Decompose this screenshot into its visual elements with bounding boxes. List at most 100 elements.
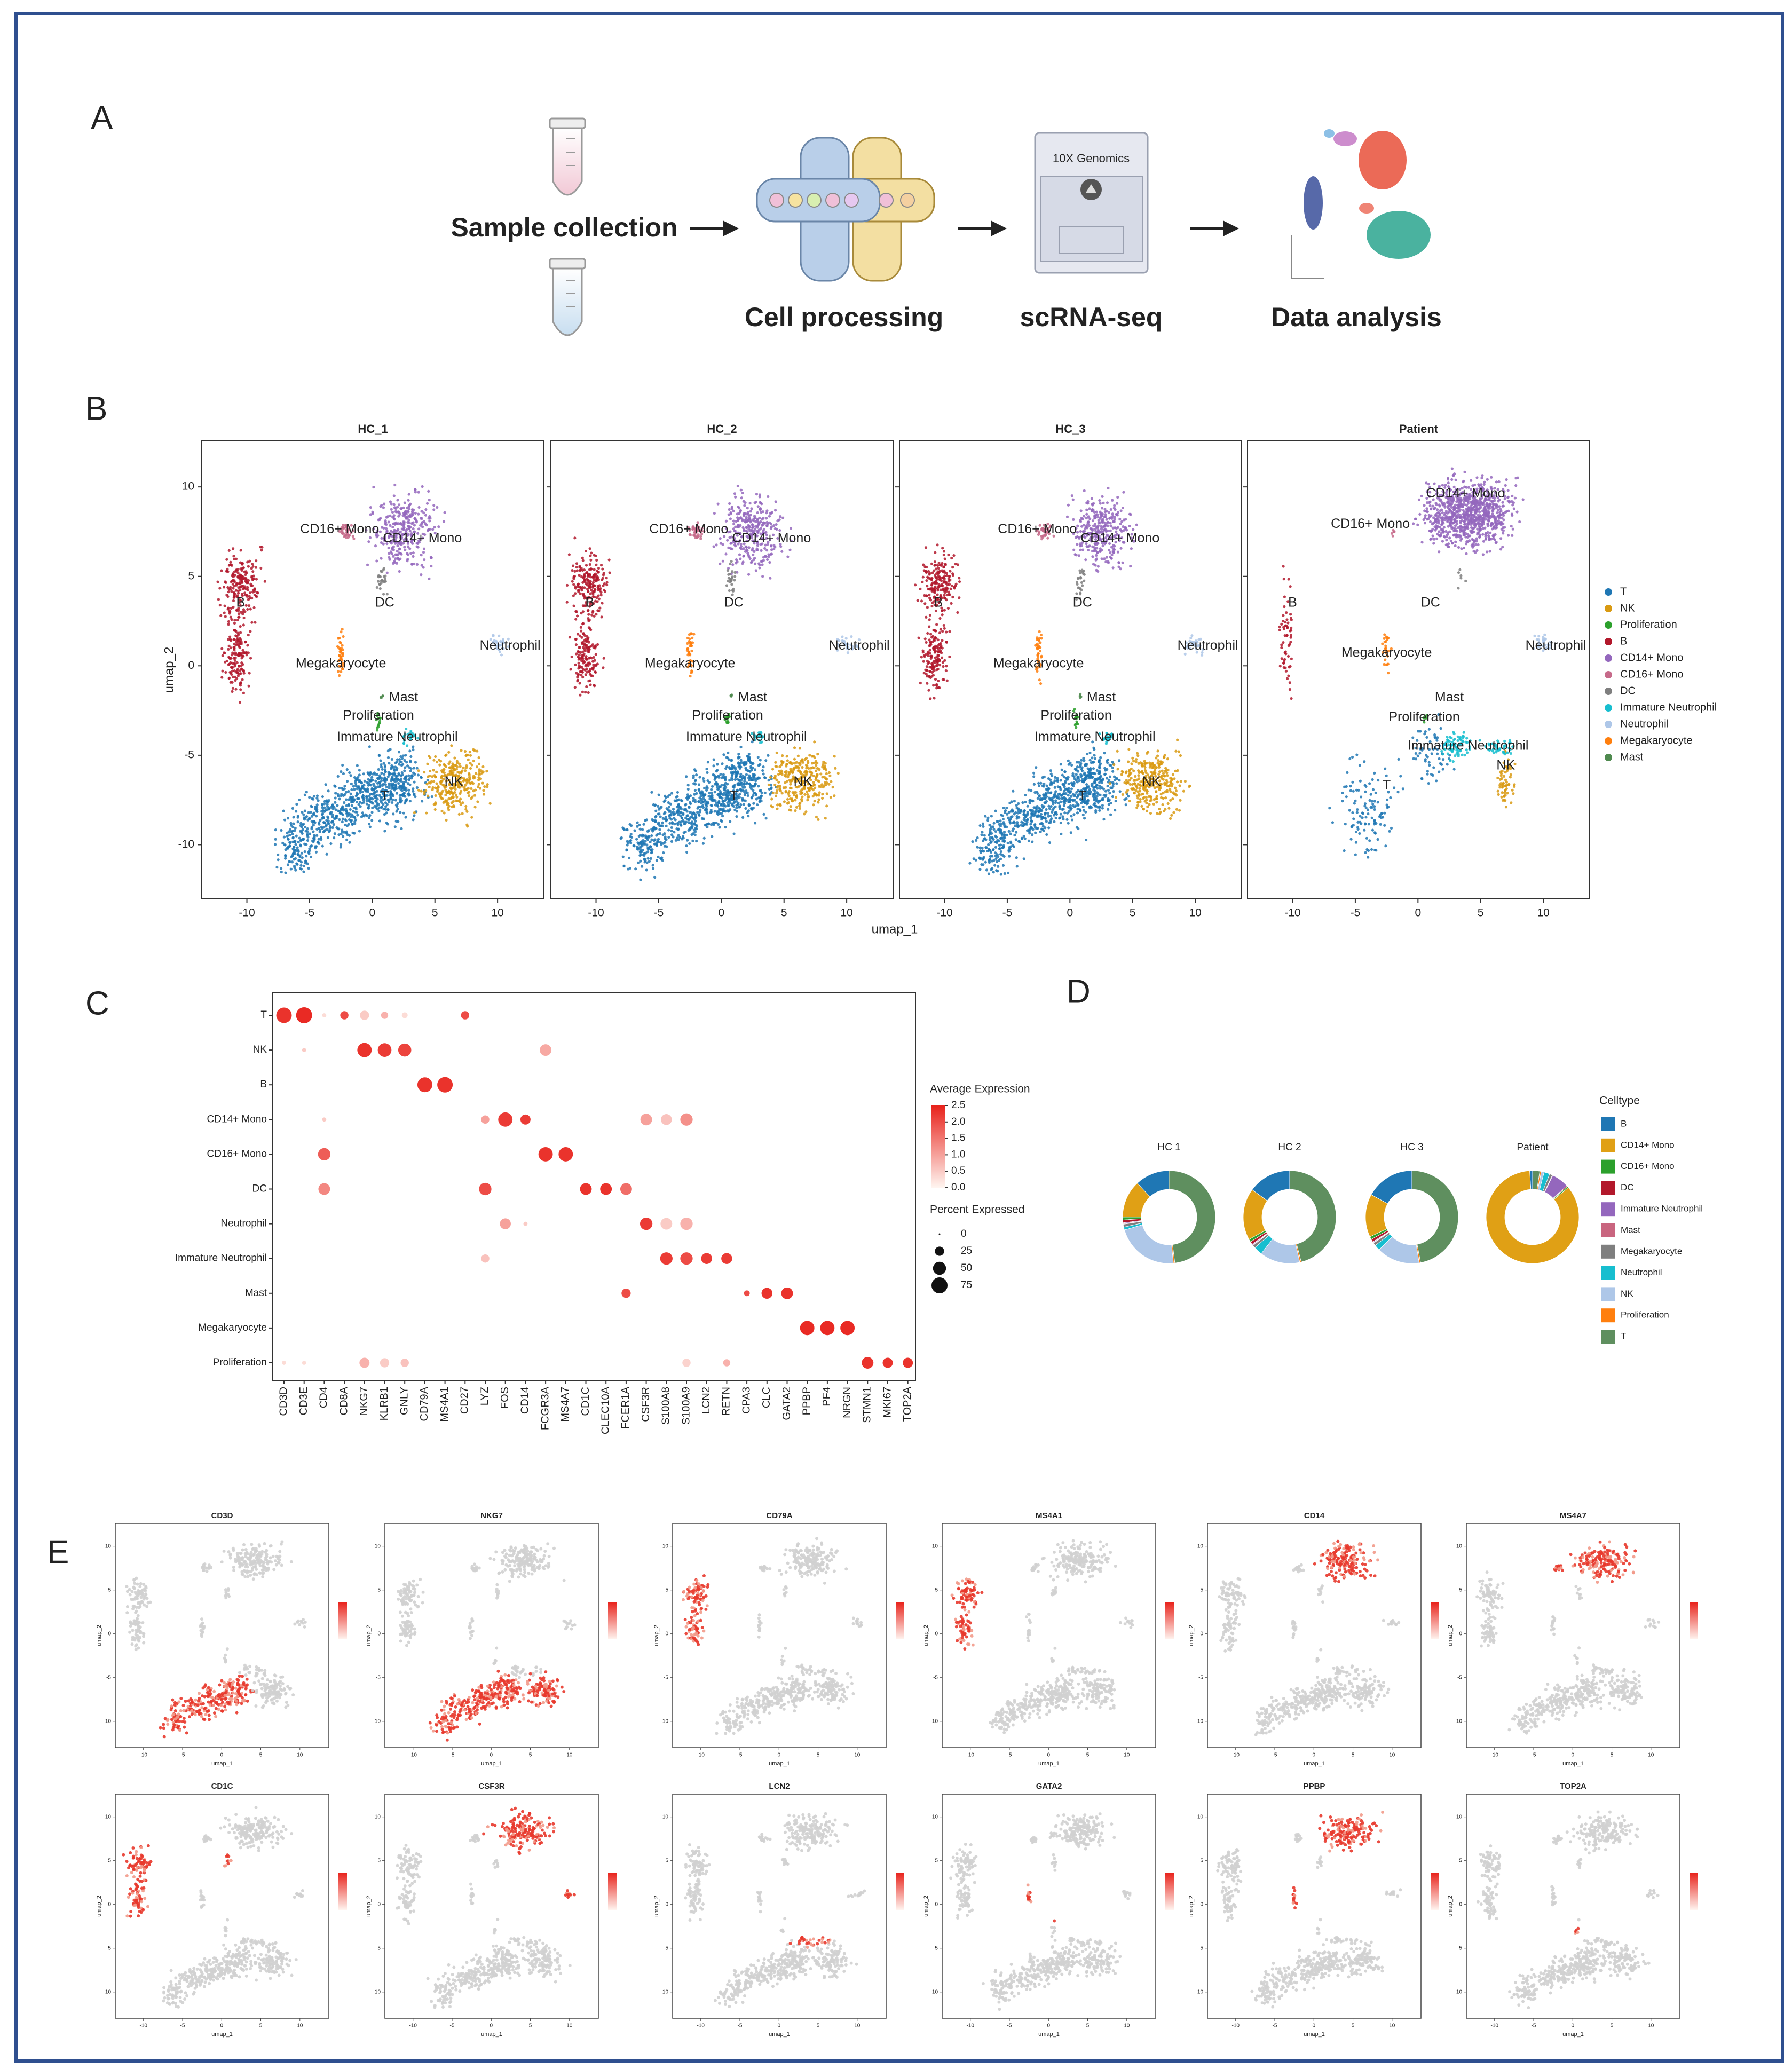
cell-point <box>1107 808 1110 811</box>
cell-point <box>342 808 345 811</box>
cell-point <box>457 780 461 784</box>
cell-point <box>640 842 643 845</box>
cell-point <box>386 791 390 794</box>
cluster-label: DC <box>375 595 394 610</box>
cell-point <box>306 827 309 831</box>
cell-point <box>1060 832 1063 835</box>
cell-point <box>712 545 715 548</box>
cell-point <box>1063 811 1067 815</box>
cell-point <box>412 793 416 796</box>
cell-point <box>344 798 348 801</box>
cell-point <box>660 843 663 846</box>
cell-point <box>235 635 239 638</box>
cell-point <box>404 816 407 819</box>
cell-point <box>236 674 240 677</box>
cell-point <box>236 591 240 595</box>
cell-point <box>343 785 346 788</box>
cell-point <box>369 772 372 775</box>
cell-point <box>408 800 412 803</box>
cell-point <box>756 511 759 515</box>
cell-point <box>456 770 460 774</box>
cell-point <box>794 809 797 812</box>
cell-point <box>327 789 330 793</box>
cell-point <box>380 779 383 783</box>
cell-point <box>434 794 437 797</box>
cell-point <box>309 855 313 858</box>
cell-point <box>590 551 593 555</box>
cell-point <box>1024 793 1027 797</box>
cell-point <box>995 835 998 839</box>
cell-point <box>227 676 231 680</box>
cell-point <box>1007 830 1011 833</box>
cell-point <box>459 803 462 806</box>
cell-point <box>1059 816 1062 819</box>
cell-point <box>397 503 401 507</box>
cell-point <box>402 780 405 784</box>
cell-point <box>668 822 672 825</box>
x-tick-label: -10 <box>239 907 255 919</box>
cell-point <box>581 642 585 646</box>
cell-point <box>289 867 293 871</box>
cell-point <box>1076 765 1079 769</box>
cell-point <box>595 563 598 566</box>
cell-point <box>448 766 452 769</box>
cell-point <box>760 794 763 797</box>
cell-point <box>340 794 343 797</box>
cell-point <box>380 806 383 809</box>
cell-point <box>1049 791 1053 794</box>
cluster-label: T <box>381 788 389 803</box>
cell-point <box>750 768 754 771</box>
cell-point <box>291 836 295 839</box>
cell-point <box>641 828 644 831</box>
cell-point <box>1067 782 1070 786</box>
cell-point <box>341 820 344 824</box>
cell-point <box>781 754 784 757</box>
cell-point <box>1094 810 1098 814</box>
cell-point <box>225 558 228 561</box>
cell-point <box>1054 816 1057 819</box>
cell-point <box>1081 778 1084 781</box>
cell-point <box>1172 811 1175 814</box>
cell-point <box>684 822 687 825</box>
cell-point <box>296 852 299 856</box>
cell-point <box>420 789 423 793</box>
cell-point <box>240 657 243 660</box>
cell-point <box>796 769 800 772</box>
cell-point <box>385 527 388 530</box>
cell-point <box>227 663 230 666</box>
cell-point <box>327 819 330 823</box>
cell-point <box>1002 840 1006 843</box>
cell-point <box>1068 791 1071 794</box>
cell-point <box>362 772 365 776</box>
cell-point <box>396 550 399 553</box>
cell-point <box>679 811 683 815</box>
cell-point <box>578 646 581 649</box>
cell-point <box>1038 807 1041 810</box>
cell-point <box>365 797 368 800</box>
cell-point <box>374 544 377 548</box>
cell-point <box>310 797 314 800</box>
cell-point <box>812 774 816 778</box>
cell-point <box>785 779 789 783</box>
cell-point <box>591 575 594 579</box>
cell-point <box>742 762 745 765</box>
cell-point <box>352 806 356 810</box>
cell-point <box>628 856 631 860</box>
cell-point <box>732 785 736 788</box>
cell-point <box>1088 759 1092 762</box>
cell-point <box>431 786 435 789</box>
cell-point <box>412 787 415 791</box>
cell-point <box>347 798 350 801</box>
cell-point <box>1086 752 1089 756</box>
cell-point <box>239 688 242 691</box>
cell-point <box>379 696 383 699</box>
cell-point <box>984 860 987 864</box>
cell-point <box>242 623 245 627</box>
cell-point <box>990 832 993 835</box>
cell-point <box>1053 820 1056 823</box>
cell-point <box>416 773 420 777</box>
cell-point <box>351 823 354 826</box>
cell-point <box>334 792 337 795</box>
cell-point <box>986 849 989 853</box>
cell-point <box>323 821 326 824</box>
